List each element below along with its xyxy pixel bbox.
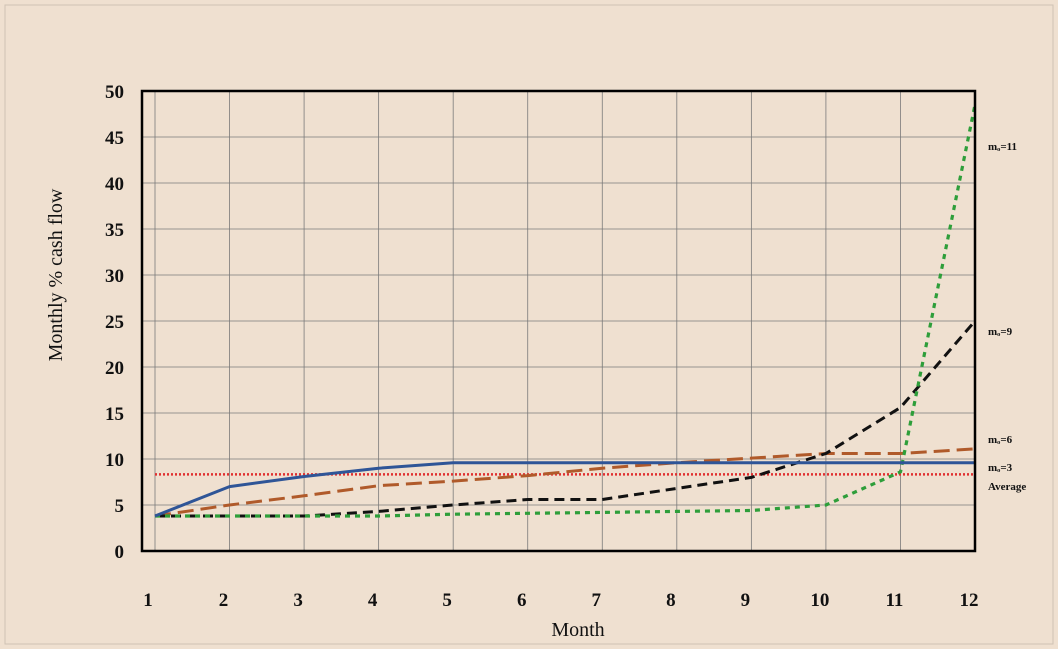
series-line	[155, 320, 977, 518]
plot-area-border	[140, 89, 977, 553]
y-tick-label: 35	[105, 220, 124, 241]
x-tick-label: 4	[368, 590, 378, 611]
series-label: mₒ=11	[988, 141, 1017, 153]
y-tick-label: 20	[105, 358, 124, 379]
x-tick-label: 11	[885, 590, 903, 611]
x-tick-label: 9	[741, 590, 751, 611]
series-label: mₒ=3	[988, 462, 1013, 474]
y-tick-label: 0	[115, 542, 125, 563]
x-axis-label: Month	[551, 619, 604, 641]
y-tick-label: 5	[115, 496, 125, 517]
y-tick-label: 40	[105, 174, 124, 195]
y-tick-label: 50	[105, 82, 124, 103]
series-line	[154, 461, 975, 518]
series-lines	[154, 104, 977, 518]
x-tick-label: 2	[219, 590, 229, 611]
x-tick-label: 7	[592, 590, 602, 611]
series-label: mₒ=6	[988, 434, 1013, 446]
x-tick-label: 6	[517, 590, 527, 611]
y-axis-label: Monthly % cash flow	[45, 188, 67, 361]
series-labels: mₒ=3 mₒ=6 mₒ=9 mₒ=11 Average	[988, 141, 1026, 493]
x-tick-label: 3	[293, 590, 303, 611]
x-tick-label: 10	[810, 590, 829, 611]
x-tick-label: 5	[442, 590, 452, 611]
y-tick-label: 10	[105, 450, 124, 471]
x-tick-labels: 1 2 3 4 5 6 7 8 9 10 11 12	[143, 590, 978, 611]
x-tick-label: 12	[960, 590, 979, 611]
y-tick-label: 45	[105, 128, 124, 149]
chart-frame	[4, 4, 1054, 645]
y-tick-label: 30	[105, 266, 124, 287]
y-tick-label: 15	[105, 404, 124, 425]
series-line	[155, 104, 977, 518]
y-tick-label: 25	[105, 312, 124, 333]
x-tick-label: 1	[143, 590, 153, 611]
series-label: Average	[988, 481, 1026, 493]
series-label: mₒ=9	[988, 326, 1013, 338]
y-tick-labels: 0 5 10 15 20 25 30 35 40 45 50	[105, 82, 124, 563]
x-tick-label: 8	[666, 590, 676, 611]
